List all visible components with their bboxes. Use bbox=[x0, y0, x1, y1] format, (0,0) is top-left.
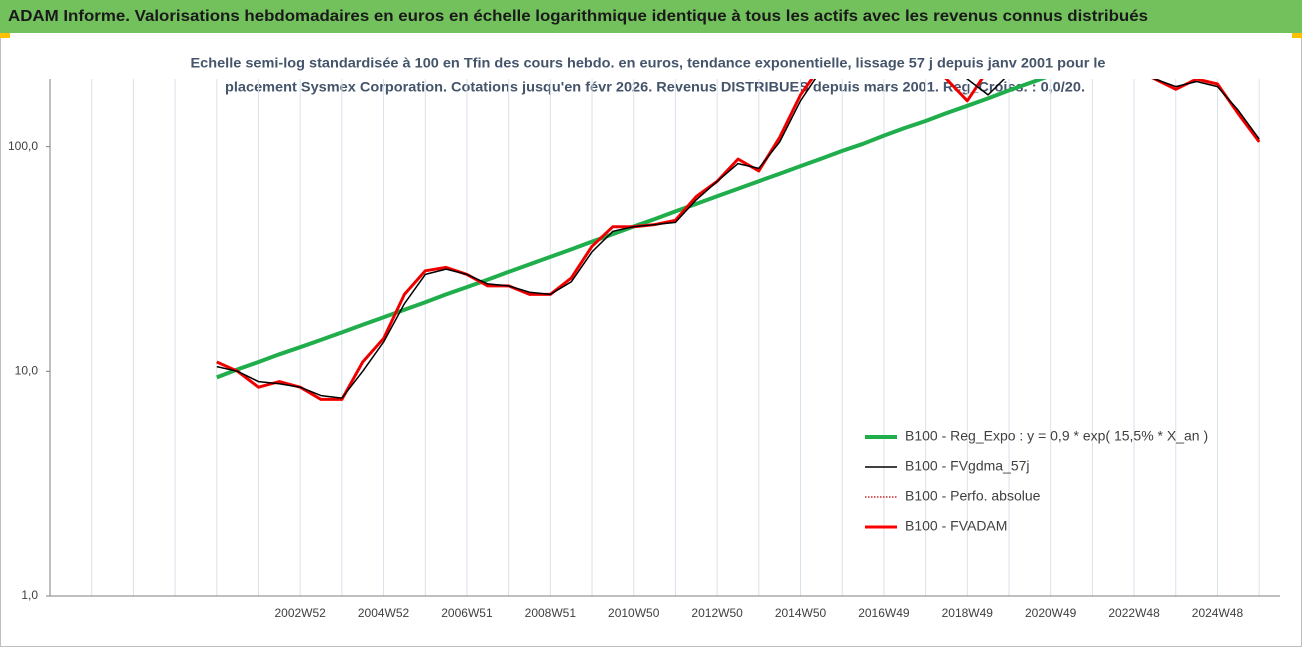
x-tick-label: 2004W52 bbox=[358, 606, 410, 620]
y-tick-label: 1,0 bbox=[21, 588, 38, 602]
corner bbox=[1292, 33, 1302, 38]
y-tick-label: 100,0 bbox=[8, 139, 38, 153]
x-tick-label: 2012W50 bbox=[691, 606, 743, 620]
legend-label: B100 - Perfo. absolue bbox=[905, 488, 1041, 504]
series-line bbox=[216, 79, 1260, 400]
x-tick-label: 2016W49 bbox=[858, 606, 910, 620]
x-tick-label: 2018W49 bbox=[942, 606, 994, 620]
title-bar bbox=[0, 0, 1302, 33]
chart-subtitle: placement Sysmex Corporation. Cotations … bbox=[225, 79, 1085, 95]
x-tick-label: 2006W51 bbox=[441, 606, 493, 620]
x-tick-label: 2010W50 bbox=[608, 606, 660, 620]
chart-subtitle: Echelle semi-log standardisée à 100 en T… bbox=[191, 55, 1106, 71]
y-tick-label: 10,0 bbox=[15, 363, 39, 377]
x-tick-label: 2014W50 bbox=[775, 606, 827, 620]
x-tick-label: 2022W48 bbox=[1108, 606, 1160, 620]
legend-label: B100 - FVADAM bbox=[905, 518, 1007, 534]
plot-area bbox=[216, 79, 1261, 401]
legend-label: B100 - Reg_Expo : y = 0,9 * exp( 15,5% *… bbox=[905, 428, 1208, 444]
series-line bbox=[216, 79, 1048, 380]
axes: 2002W52 2004W52 2006W51 2008W51 2010W50 2012W… bbox=[8, 79, 1280, 620]
x-tick-label: 2020W49 bbox=[1025, 606, 1077, 620]
x-tick-label: 2002W52 bbox=[274, 606, 326, 620]
x-tick-label: 2024W48 bbox=[1192, 606, 1244, 620]
corner bbox=[0, 33, 10, 38]
grid bbox=[91, 79, 1260, 596]
x-tick-label: 2008W51 bbox=[525, 606, 577, 620]
chart-title: ADAM Informe. Valorisations hebdomadaire… bbox=[8, 8, 1148, 25]
series-line bbox=[216, 79, 1260, 399]
legend-label: B100 - FVgdma_57j bbox=[905, 458, 1030, 474]
